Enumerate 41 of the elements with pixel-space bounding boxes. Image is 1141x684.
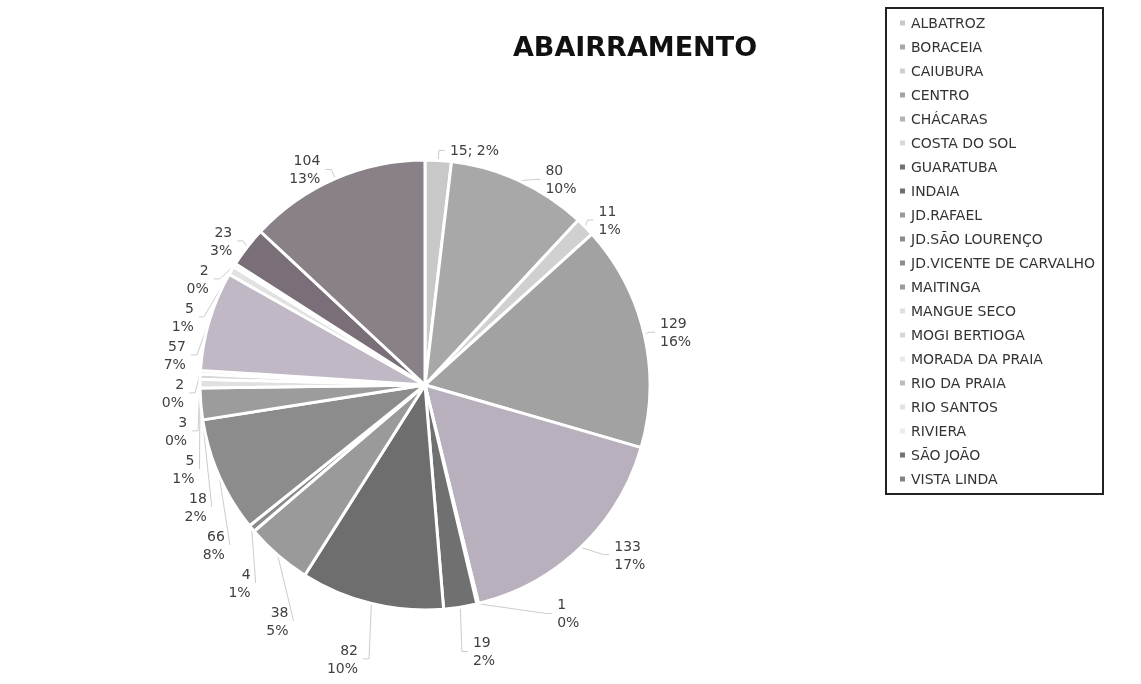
legend-label: COSTA DO SOL: [911, 135, 1017, 151]
data-label: 133 17%: [614, 537, 646, 572]
data-label: 80 10%: [545, 162, 577, 197]
legend-label: BORACEIA: [911, 39, 983, 55]
legend-label: RIVIERA: [911, 423, 967, 439]
data-label: 11 1%: [598, 202, 621, 237]
data-label: 66 8%: [202, 527, 225, 562]
data-label: 19 2%: [472, 634, 496, 669]
data-label: 23 3%: [210, 223, 233, 258]
legend-label: MOGI BERTIOGA: [911, 327, 1026, 343]
data-label: 129 16%: [660, 315, 692, 350]
legend-label: CAIUBURA: [911, 63, 984, 79]
data-label: 82 10%: [326, 641, 359, 676]
data-label: 104 13%: [289, 152, 321, 187]
data-label: 5 1%: [171, 299, 194, 334]
legend-label: JD.SÃO LOURENÇO: [910, 231, 1043, 247]
legend-label: MANGUE SECO: [911, 303, 1017, 319]
data-label: 2 0%: [186, 261, 209, 296]
legend-label: SÃO JOÃO: [911, 447, 981, 463]
legend-label: CENTRO: [911, 87, 970, 103]
legend-label: CHÁCARAS: [911, 111, 988, 127]
data-label: 18 2%: [184, 489, 207, 524]
data-label: 4 1%: [228, 565, 251, 600]
legend-label: VISTA LINDA: [911, 471, 999, 487]
legend-label: GUARATUBA: [911, 159, 998, 175]
text: ABAIRRAMENTO: [512, 31, 758, 62]
legend-label: MAITINGA: [911, 279, 981, 295]
legend-label: RIO DA PRAIA: [911, 375, 1007, 391]
data-label: 3 0%: [164, 413, 188, 448]
legend-label: ALBATROZ: [911, 15, 986, 31]
data-label: 57 7%: [163, 337, 186, 372]
legend-label: INDAIA: [911, 183, 960, 199]
legend-label: RIO SANTOS: [911, 399, 999, 415]
data-label: 5 1%: [172, 451, 195, 486]
data-label: 2 0%: [161, 375, 185, 410]
legend-label: JD.VICENTE DE CARVALHO: [910, 255, 1096, 271]
legend-label: JD.RAFAEL: [910, 207, 983, 223]
data-label: 15; 2%: [449, 142, 500, 159]
data-label: 38 5%: [266, 603, 289, 638]
data-label: 1 0%: [557, 596, 580, 631]
legend-label: MORADA DA PRAIA: [911, 351, 1044, 367]
